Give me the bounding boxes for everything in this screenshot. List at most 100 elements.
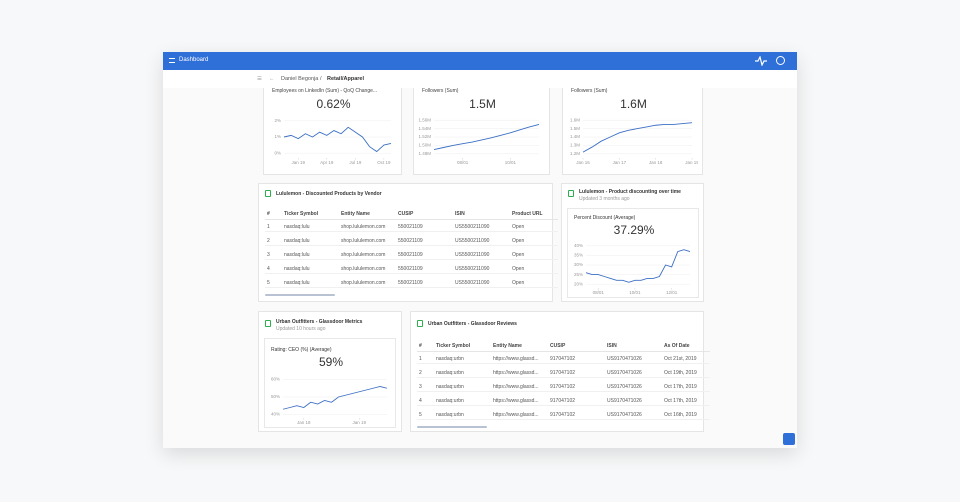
y-tick-label: 1% [274,134,281,139]
x-tick-label: Jan 16 [576,160,590,165]
dashboard-menu[interactable]: Dashboard [179,57,209,63]
x-tick-label: 12/01 [666,290,678,295]
table-cell: https://www.glassd... [493,370,539,376]
data-line [282,386,388,410]
table-cell: 550021109 [398,238,423,244]
metric-value: 37.29% [613,223,655,237]
row-divider [417,419,710,420]
table-cell: 2 [267,238,270,244]
row-divider [265,231,558,232]
table-cell: nasdaq:lulu [284,224,310,230]
y-tick-label: 25% [574,272,583,277]
table-cell: shop.lululemon.com [341,280,386,286]
x-tick-label: Jan 18 [649,160,663,165]
table-cell: US9170471026 [607,384,642,390]
card-title: Urban Outfitters - Glassdoor Metrics [276,319,363,325]
table-cell: Oct 16th, 2019 [664,412,697,418]
table-cell: US9170471026 [607,370,642,376]
data-line [582,122,693,153]
table-cell: US5500211090 [455,252,490,258]
table-cell: 4 [267,266,270,272]
y-tick-label: 1.48M [418,151,431,156]
y-tick-label: 1.56M [418,117,431,122]
breadcrumb: ☰ ← Daniel Begonja / Retail/Apparel [163,70,797,89]
card-icon [568,190,574,197]
x-tick-label: Jan 19 [685,160,698,165]
table-cell: 550021109 [398,252,423,258]
card-updated: Updated 10 hours ago [276,326,326,332]
table-cell: shop.lululemon.com [341,224,386,230]
table-cell: shop.lululemon.com [341,238,386,244]
card-title: Employees on LinkedIn (Sum) - QoQ Change… [272,88,378,94]
user-avatar[interactable] [776,56,785,65]
table-cell: nasdaq:urbn [436,356,464,362]
table-cell: 3 [267,252,270,258]
y-tick-label: 40% [271,412,280,417]
column-header: # [267,211,270,217]
x-tick-label: Apr 19 [320,160,334,165]
row-divider [265,273,558,274]
y-tick-label: 1.3M [570,143,580,148]
table-cell: US9170471026 [607,412,642,418]
column-header: CUSIP [550,343,566,349]
table-cell: nasdaq:urbn [436,384,464,390]
table-cell: https://www.glassd... [493,356,539,362]
chat-button[interactable] [783,433,795,445]
table-cell: 917047102 [550,356,576,362]
data-line [433,123,540,151]
y-tick-label: 2% [274,118,281,123]
y-tick-label: 40% [574,243,583,248]
table-cell: Open [512,252,525,258]
metric-label: Percent Discount (Average) [574,215,636,221]
kpi-value: 0.62% [316,97,351,111]
y-tick-label: 20% [574,281,583,286]
line-chart: 1.6M 1.5M 1.4M 1.3M 1.2M Jan 16 Jan 17 Jan 18 Ja… [570,117,698,165]
y-tick-label: 1.50M [418,143,431,148]
card-updated: Updated 3 months ago [579,196,630,202]
line-chart: 1.56M 1.54M 1.52M 1.50M 1.48M 08/01 10/01 [418,117,540,165]
activity-icon[interactable] [755,56,767,66]
card-icon [265,320,271,327]
card-title: Lululemon - Discounted Products by Vendo… [276,191,382,197]
y-tick-label: 1.52M [418,134,431,139]
top-bar: Dashboard [163,52,797,70]
column-header: # [419,343,422,349]
table-cell: 917047102 [550,412,576,418]
card-title: Urban Outfitters - Glassdoor Reviews [428,321,517,327]
line-chart: 2% 1% 0% Jan 19 Apr 19 Jul 19 Oct 19 [274,118,392,165]
x-tick-label: 08/01 [457,160,469,165]
kpi-card: Employees on LinkedIn (Sum) - QoQ Change… [263,88,402,175]
card-title: Lululemon - Product discounting over tim… [579,189,681,195]
table-cell: US9170471026 [607,356,642,362]
table-cell: US9170471026 [607,398,642,404]
column-header: CUSIP [398,211,414,217]
table-cell: nasdaq:lulu [284,266,310,272]
table-cell: 1 [267,224,270,230]
chart-card: Lululemon - Product discounting over tim… [561,183,704,302]
table-cell: Oct 17th, 2019 [664,398,697,404]
table-cell: 550021109 [398,280,423,286]
x-tick-label: 10/01 [629,290,641,295]
data-line [585,249,691,283]
chart-card: Urban Outfitters - Glassdoor Metrics Upda… [258,311,402,432]
data-line [283,126,392,153]
card-icon [265,190,271,197]
column-header: Ticker Symbol [436,343,471,349]
header-divider [265,219,558,220]
x-tick-label: Jan 18 [297,420,311,425]
y-tick-label: 50% [271,394,280,399]
column-header: As Of Date [664,343,690,349]
table-cell: nasdaq:lulu [284,280,310,286]
card-title: Followers (Sum) [571,88,608,94]
dashboard-content: Employees on LinkedIn (Sum) - QoQ Change… [163,88,797,448]
x-tick-label: Jan 19 [353,420,367,425]
row-divider [265,245,558,246]
table-cell: nasdaq:urbn [436,412,464,418]
breadcrumb-folder[interactable]: Retail/Apparel [327,76,364,82]
breadcrumb-user[interactable]: Daniel Begonja [281,76,319,82]
back-button[interactable]: ← [269,76,275,82]
table-cell: US5500211090 [455,280,490,286]
sidebar-toggle[interactable]: ☰ [257,76,262,82]
menu-icon[interactable] [169,58,175,63]
